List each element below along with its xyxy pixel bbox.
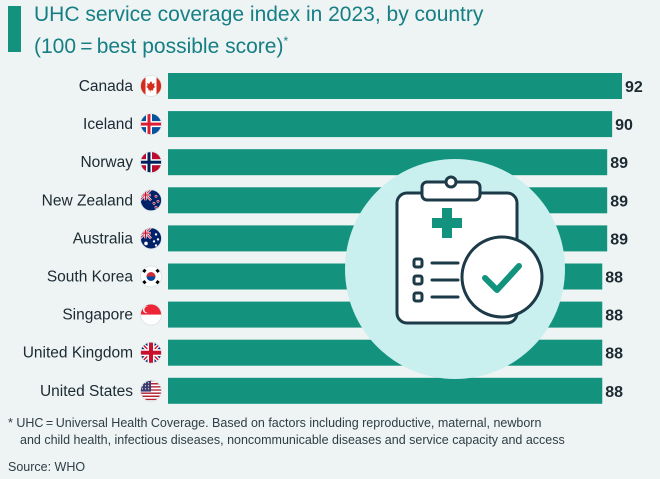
footnote: * UHC = Universal Health Coverage. Based… xyxy=(8,415,658,449)
bar-united-states xyxy=(168,377,603,404)
value-label: 90 xyxy=(615,117,633,134)
category-label: United Kingdom xyxy=(23,345,133,362)
norway-flag-icon xyxy=(140,151,162,174)
bar-canada xyxy=(168,73,622,99)
footnote-line-2: and child health, infectious diseases, n… xyxy=(20,433,565,447)
south-korea-flag-icon xyxy=(140,265,162,288)
bar-iceland xyxy=(168,111,613,138)
value-label: 88 xyxy=(605,384,623,401)
chart-title: UHC service coverage index in 2023, by c… xyxy=(34,2,483,60)
title-accent-bar xyxy=(8,6,21,52)
value-label: 92 xyxy=(625,79,643,96)
united-kingdom-flag-icon xyxy=(140,341,162,364)
value-label: 89 xyxy=(610,155,628,172)
value-label: 89 xyxy=(610,193,628,210)
value-label: 88 xyxy=(605,308,623,325)
category-label: Norway xyxy=(80,154,133,171)
clipboard-checkmark-icon xyxy=(345,159,565,379)
category-label: Singapore xyxy=(62,307,133,324)
title-footnote-mark: * xyxy=(283,34,289,48)
category-label: South Korea xyxy=(47,269,134,286)
category-label: United States xyxy=(40,383,133,400)
bar-chart: Canada 92 Iceland 90 Norway 89 New Zealand 89 Au… xyxy=(23,73,643,404)
united-states-flag-icon xyxy=(140,379,162,402)
category-label: Australia xyxy=(73,230,134,247)
source: Source: WHO xyxy=(8,460,86,474)
new-zealand-flag-icon xyxy=(140,189,162,212)
australia-flag-icon xyxy=(140,227,162,250)
bar-norway xyxy=(168,149,608,176)
value-label: 89 xyxy=(610,231,628,248)
singapore-flag-icon xyxy=(140,303,162,326)
footnote-line-1: * UHC = Universal Health Coverage. Based… xyxy=(8,416,542,430)
category-label: Canada xyxy=(79,78,134,95)
value-label: 88 xyxy=(605,270,623,287)
category-label: New Zealand xyxy=(42,192,133,209)
title-line-1: UHC service coverage index in 2023, by c… xyxy=(34,3,484,26)
canada-flag-icon xyxy=(140,75,162,97)
iceland-flag-icon xyxy=(140,113,162,135)
title-line-2: (100 = best possible score) xyxy=(34,35,284,58)
category-label: Iceland xyxy=(83,116,133,133)
value-label: 88 xyxy=(605,346,623,363)
